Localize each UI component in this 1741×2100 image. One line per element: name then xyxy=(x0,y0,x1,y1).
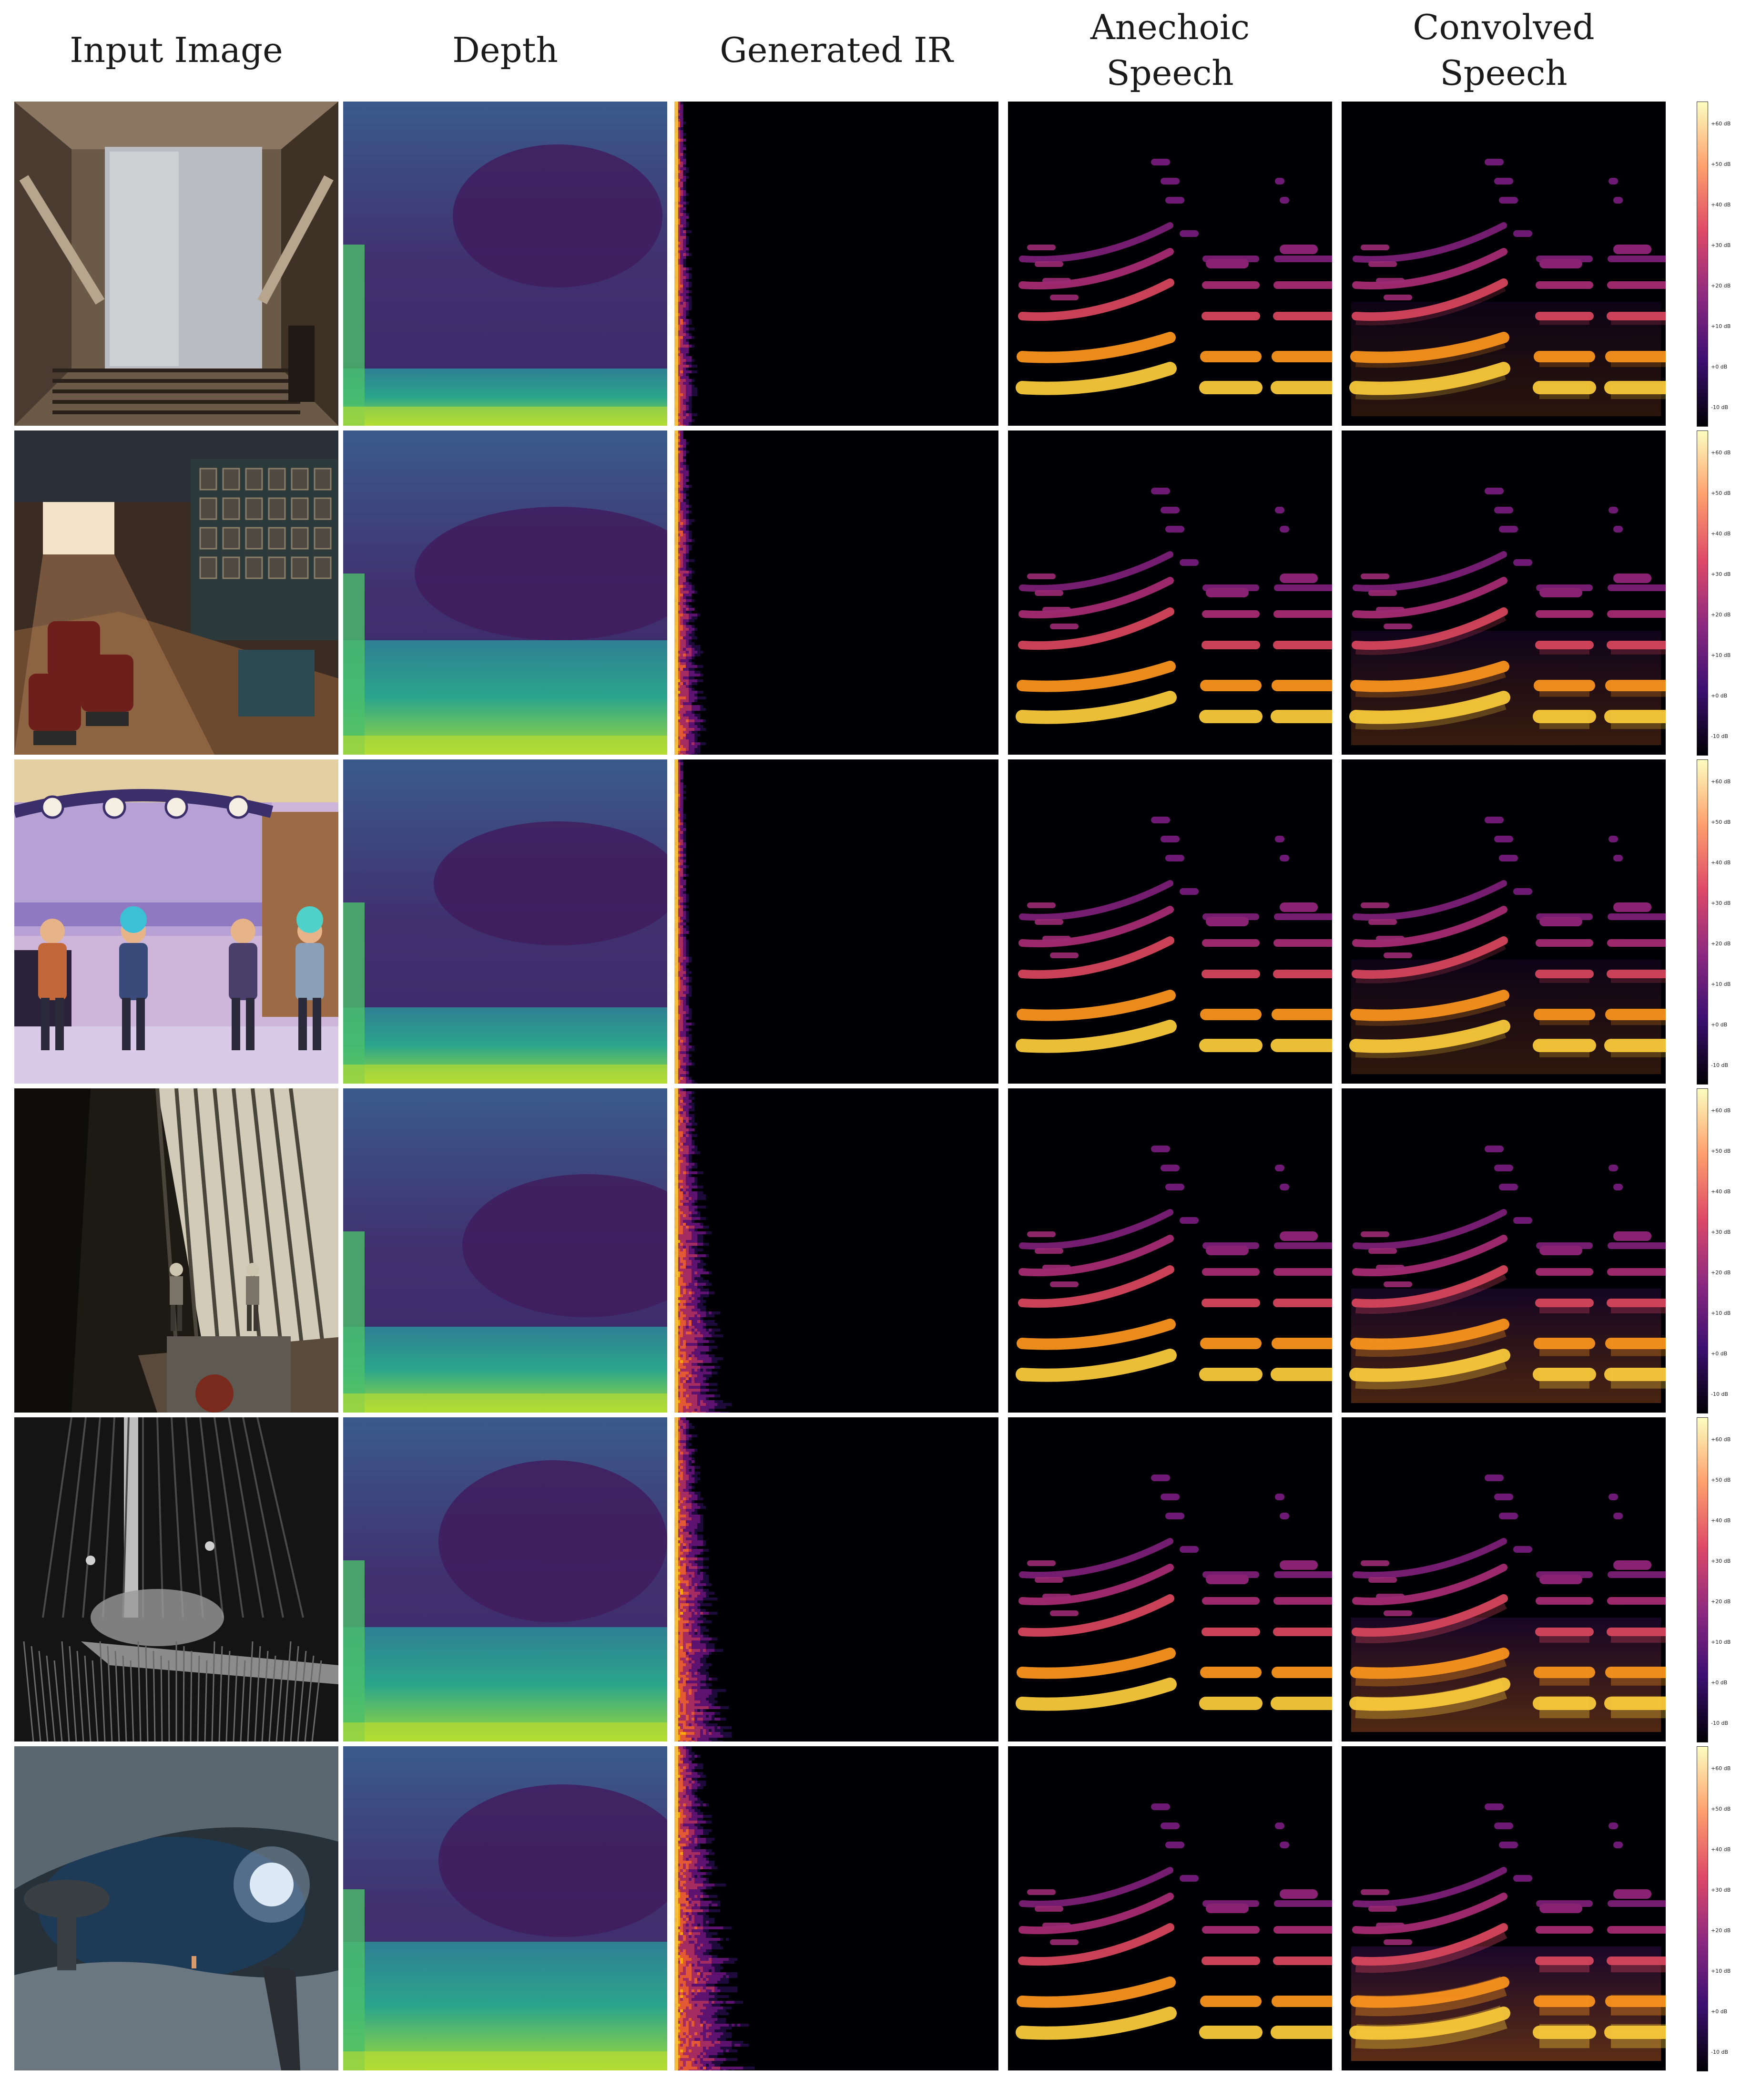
colorbar-tick-label: +40 dB xyxy=(1711,1846,1731,1853)
convolved-speech-3 xyxy=(1342,759,1666,1084)
input-image-4 xyxy=(14,1088,338,1413)
anechoic-speech-1 xyxy=(1008,102,1332,426)
convolved-speech-4 xyxy=(1342,1088,1666,1413)
depth-map-1 xyxy=(343,102,667,426)
input-image-6 xyxy=(14,1746,338,2070)
generated-ir-2 xyxy=(674,430,998,755)
colorbar-tick-label: +50 dB xyxy=(1711,1806,1731,1812)
colorbar-tick-label: +40 dB xyxy=(1711,531,1731,537)
column-header-anechoic-speech: Anechoic Speech xyxy=(1090,7,1250,93)
colorbar-tick-label: +50 dB xyxy=(1711,1477,1731,1483)
generated-ir-6 xyxy=(674,1746,998,2070)
colorbar-tick-label: +50 dB xyxy=(1711,161,1731,167)
colorbar-tick-label: +50 dB xyxy=(1711,819,1731,825)
input-image-2 xyxy=(14,430,338,755)
colorbar-tick-label: +0 dB xyxy=(1711,1351,1728,1357)
colorbar-tick-label: +60 dB xyxy=(1711,450,1731,456)
colorbar-tick-label: -10 dB xyxy=(1711,2049,1728,2055)
colorbar-5 xyxy=(1697,1417,1708,1742)
colorbar-tick-label: -10 dB xyxy=(1711,1062,1728,1068)
colorbar-tick-label: +20 dB xyxy=(1711,612,1731,618)
convolved-speech-1 xyxy=(1342,102,1666,426)
convolved-speech-2 xyxy=(1342,430,1666,755)
colorbar-2 xyxy=(1697,430,1708,756)
column-header-convolved-speech: Convolved Speech xyxy=(1413,7,1595,93)
generated-ir-3 xyxy=(674,759,998,1084)
anechoic-speech-3 xyxy=(1008,759,1332,1084)
depth-map-3 xyxy=(343,759,667,1084)
colorbar-tick-label: +10 dB xyxy=(1711,1968,1731,1974)
column-header-input-image: Input Image xyxy=(70,30,283,70)
colorbar-tick-label: +20 dB xyxy=(1711,1270,1731,1276)
colorbar-tick-label: +40 dB xyxy=(1711,1188,1731,1195)
colorbar-6 xyxy=(1697,1746,1708,2071)
generated-ir-5 xyxy=(674,1417,998,1741)
input-image-1 xyxy=(14,102,338,426)
colorbar-tick-label: +10 dB xyxy=(1711,1310,1731,1316)
colorbar-tick-label: -10 dB xyxy=(1711,1720,1728,1726)
colorbar-tick-label: +0 dB xyxy=(1711,1680,1728,1686)
input-image-3 xyxy=(14,759,338,1084)
colorbar-tick-label: +10 dB xyxy=(1711,323,1731,329)
generated-ir-4 xyxy=(674,1088,998,1413)
convolved-speech-5 xyxy=(1342,1417,1666,1741)
colorbar-4 xyxy=(1697,1088,1708,1414)
colorbar-tick-label: -10 dB xyxy=(1711,733,1728,739)
anechoic-speech-5 xyxy=(1008,1417,1332,1741)
depth-map-5 xyxy=(343,1417,667,1741)
colorbar-tick-label: +30 dB xyxy=(1711,242,1731,248)
colorbar-tick-label: +50 dB xyxy=(1711,490,1731,496)
colorbar-tick-label: +0 dB xyxy=(1711,2008,1728,2015)
colorbar-tick-label: +30 dB xyxy=(1711,1558,1731,1564)
colorbar-tick-label: +40 dB xyxy=(1711,1517,1731,1524)
colorbar-3 xyxy=(1697,759,1708,1085)
colorbar-tick-label: +0 dB xyxy=(1711,1022,1728,1028)
colorbar-tick-label: +10 dB xyxy=(1711,981,1731,987)
colorbar-tick-label: +20 dB xyxy=(1711,283,1731,289)
depth-map-4 xyxy=(343,1088,667,1413)
colorbar-tick-label: +40 dB xyxy=(1711,860,1731,866)
colorbar-tick-label: +0 dB xyxy=(1711,693,1728,699)
anechoic-speech-6 xyxy=(1008,1746,1332,2070)
generated-ir-1 xyxy=(674,102,998,426)
column-header-depth: Depth xyxy=(452,30,558,70)
colorbar-tick-label: +20 dB xyxy=(1711,1598,1731,1605)
colorbar-tick-label: +60 dB xyxy=(1711,1107,1731,1114)
colorbar-tick-label: +60 dB xyxy=(1711,121,1731,127)
convolved-speech-6 xyxy=(1342,1746,1666,2070)
colorbar-1 xyxy=(1697,102,1708,427)
anechoic-speech-4 xyxy=(1008,1088,1332,1413)
depth-map-2 xyxy=(343,430,667,755)
colorbar-tick-label: +50 dB xyxy=(1711,1148,1731,1154)
colorbar-tick-label: +30 dB xyxy=(1711,1229,1731,1235)
colorbar-tick-label: -10 dB xyxy=(1711,1391,1728,1397)
colorbar-tick-label: +30 dB xyxy=(1711,1887,1731,1893)
colorbar-tick-label: +10 dB xyxy=(1711,652,1731,658)
colorbar-tick-label: +30 dB xyxy=(1711,571,1731,577)
input-image-5 xyxy=(14,1417,338,1741)
colorbar-tick-label: -10 dB xyxy=(1711,404,1728,410)
colorbar-tick-label: +20 dB xyxy=(1711,941,1731,947)
colorbar-tick-label: +60 dB xyxy=(1711,1765,1731,1772)
anechoic-speech-2 xyxy=(1008,430,1332,755)
colorbar-tick-label: +40 dB xyxy=(1711,202,1731,208)
colorbar-tick-label: +20 dB xyxy=(1711,1927,1731,1934)
colorbar-tick-label: +60 dB xyxy=(1711,779,1731,785)
colorbar-tick-label: +30 dB xyxy=(1711,900,1731,906)
column-header-generated-ir: Generated IR xyxy=(720,30,953,70)
colorbar-tick-label: +60 dB xyxy=(1711,1436,1731,1443)
colorbar-tick-label: +0 dB xyxy=(1711,364,1728,370)
colorbar-tick-label: +10 dB xyxy=(1711,1639,1731,1645)
depth-map-6 xyxy=(343,1746,667,2070)
